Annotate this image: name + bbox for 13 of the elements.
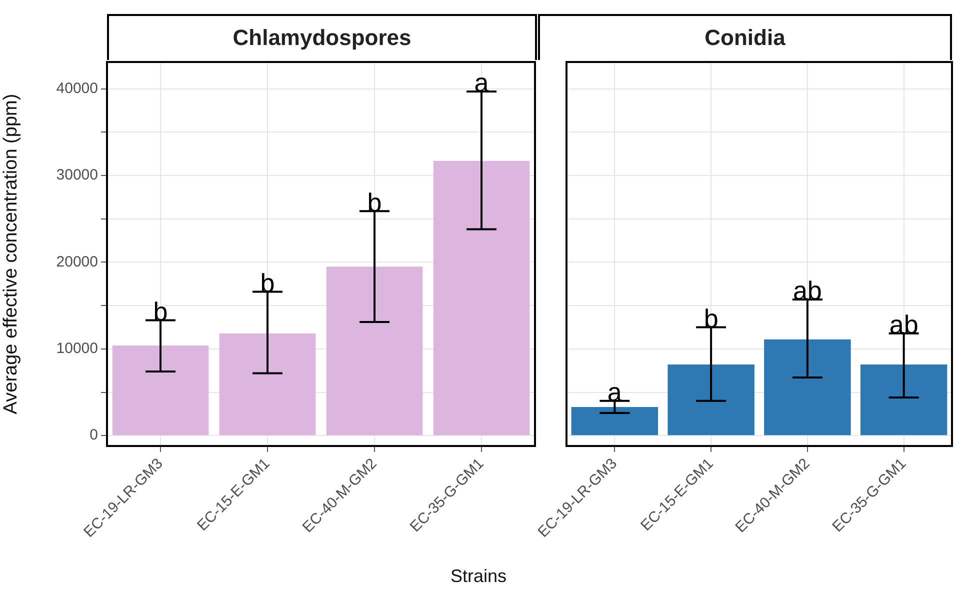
y-tick-label: 20000 (56, 253, 98, 270)
chart-title: Chlamydospores (107, 14, 537, 60)
bar (326, 266, 423, 436)
y-tick-label: 40000 (56, 80, 98, 98)
bar (433, 160, 530, 436)
bar (112, 345, 209, 436)
y-tick-label: 0 (90, 426, 98, 444)
y-tick-label: 30000 (56, 166, 98, 184)
y-tick-label: 10000 (56, 340, 98, 358)
bar (219, 333, 316, 436)
x-axis-title: Strains (449, 566, 508, 587)
chart-title: Conidia (538, 14, 952, 60)
y-axis-title: Average effective concentration (ppm) (0, 94, 22, 414)
